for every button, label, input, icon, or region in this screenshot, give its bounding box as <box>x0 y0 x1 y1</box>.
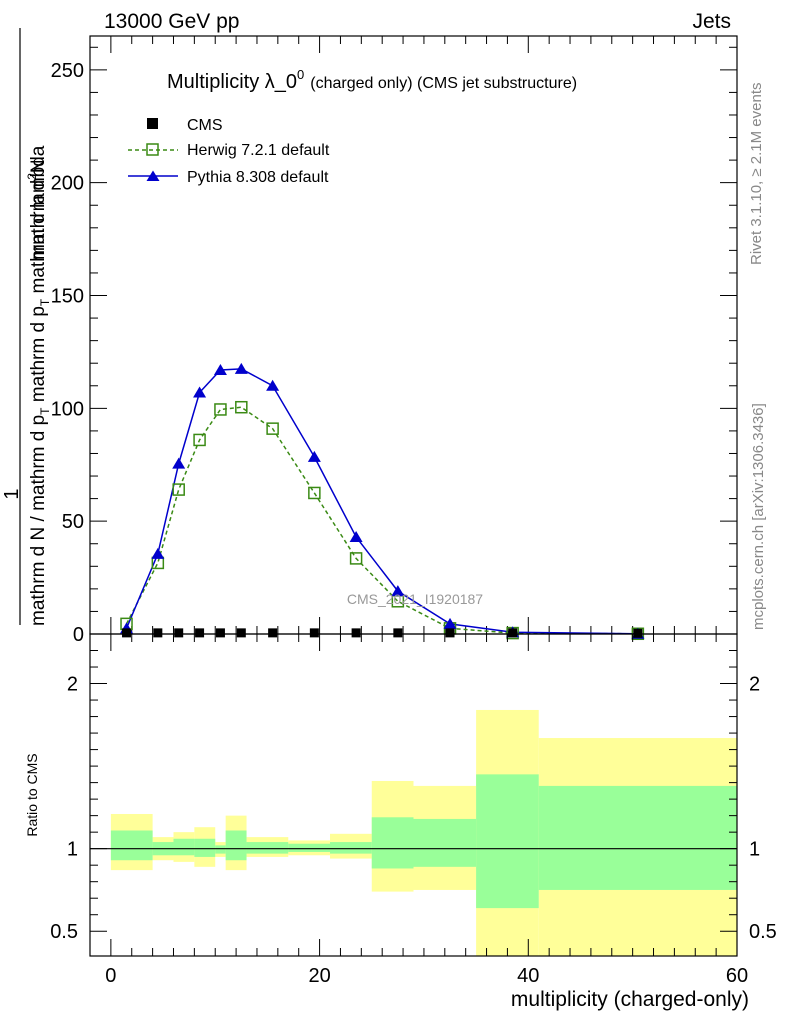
legend-herwig-label: Herwig 7.2.1 default <box>187 142 330 159</box>
x-tick-label: 0 <box>105 965 116 987</box>
ratio-y-axis-label: Ratio to CMS <box>24 753 40 836</box>
ylabel-numerator: 1 <box>1 488 23 499</box>
analysis-group-label: Jets <box>692 10 731 33</box>
pythia-point <box>307 450 321 462</box>
ratio-ytick-label-right: 0.5 <box>749 921 777 943</box>
legend-cms-label: CMS <box>187 117 223 134</box>
pythia-point <box>151 547 165 559</box>
x-tick-label: 40 <box>517 965 539 987</box>
herwig-point <box>308 486 321 500</box>
cms-point <box>309 628 319 638</box>
cms-point <box>393 628 403 638</box>
ratio-ytick-label-right: 1 <box>749 839 760 861</box>
herwig-point <box>193 433 206 447</box>
rivet-version-label: Rivet 3.1.10, ≥ 2.1M events <box>748 83 765 266</box>
ratio-inner-band <box>330 842 372 854</box>
pythia-point <box>213 363 227 375</box>
cms-point <box>236 628 246 638</box>
main-panel: 0 50 100 150 200 250 Multiplicity λ_00(charge… <box>51 35 738 646</box>
pythia-point <box>234 362 248 374</box>
legend-cms-marker <box>147 118 158 129</box>
main-ytick-label: 250 <box>51 60 84 82</box>
x-tick-label: 20 <box>308 965 330 987</box>
cms-point <box>508 628 518 638</box>
energy-label: 13000 GeV pp <box>104 10 239 33</box>
ratio-ytick-label-right: 2 <box>749 674 760 696</box>
legend-pythia-marker <box>146 170 160 181</box>
ylabel-fraction-numerator: mathrm d2N <box>25 159 49 260</box>
cms-point <box>215 628 225 638</box>
herwig-point <box>214 403 227 416</box>
ratio-inner-band <box>173 838 195 856</box>
ratio-inner-band <box>476 774 539 909</box>
main-ytick-label: 150 <box>51 286 84 308</box>
main-y-axis-label: 1 mathrm d N / mathrm d pT mathrm d pT m… <box>1 28 52 626</box>
cms-point <box>633 628 643 638</box>
pythia-point <box>391 585 405 597</box>
cms-point <box>268 628 278 638</box>
plot-title: Multiplicity λ_00(charged only) (CMS jet… <box>167 67 577 93</box>
ratio-panel: 0.5 0.51 12 20 20 40 60 Ratio to CMS multiplic… <box>24 633 777 1011</box>
cms-point <box>195 628 205 638</box>
cms-point <box>445 628 455 638</box>
ratio-inner-band <box>413 818 477 867</box>
ratio-inner-band <box>215 845 226 854</box>
legend-herwig-marker <box>146 143 159 156</box>
ylabel-denominator: mathrm d N / mathrm d pT mathrm d pT mat… <box>28 145 52 626</box>
main-ytick-label: 0 <box>73 624 84 646</box>
cms-point <box>174 628 184 638</box>
pythia-point <box>349 530 363 542</box>
pythia-point <box>193 386 207 398</box>
legend: CMS Herwig 7.2.1 default Pythia 8.308 de… <box>128 117 330 186</box>
main-ytick-label: 50 <box>62 511 84 533</box>
herwig-point <box>349 552 363 565</box>
legend-pythia-label: Pythia 8.308 default <box>187 169 329 186</box>
ratio-plot-frame <box>89 633 738 957</box>
pythia-point <box>443 617 457 629</box>
ratio-inner-band <box>225 830 247 861</box>
analysis-watermark: CMS_2021_I1920187 <box>347 591 483 607</box>
ratio-ytick-label-left: 0.5 <box>50 921 78 943</box>
herwig-point <box>172 483 185 496</box>
main-ytick-label: 200 <box>51 173 84 195</box>
ratio-ytick-label-left: 2 <box>67 674 78 696</box>
ratio-inner-band <box>538 785 737 890</box>
cms-point <box>122 628 132 638</box>
cms-point <box>351 628 361 638</box>
ratio-inner-band <box>371 817 414 869</box>
ratio-inner-band <box>288 843 331 852</box>
ratio-inner-band <box>246 842 289 854</box>
ratio-inner-band <box>194 838 216 857</box>
x-axis-label: multiplicity (charged-only) <box>511 988 749 1011</box>
pythia-point <box>172 457 186 469</box>
ratio-inner-band <box>110 830 153 861</box>
herwig-point <box>235 400 248 414</box>
main-ytick-label: 100 <box>51 398 84 420</box>
herwig-point <box>266 422 279 435</box>
ratio-ytick-label-left: 1 <box>67 839 78 861</box>
x-tick-label: 60 <box>726 965 748 987</box>
pythia-point <box>266 379 280 391</box>
mcplots-reference-label: mcplots.cern.ch [arXiv:1306.3436] <box>750 403 767 630</box>
cms-point <box>153 628 163 638</box>
